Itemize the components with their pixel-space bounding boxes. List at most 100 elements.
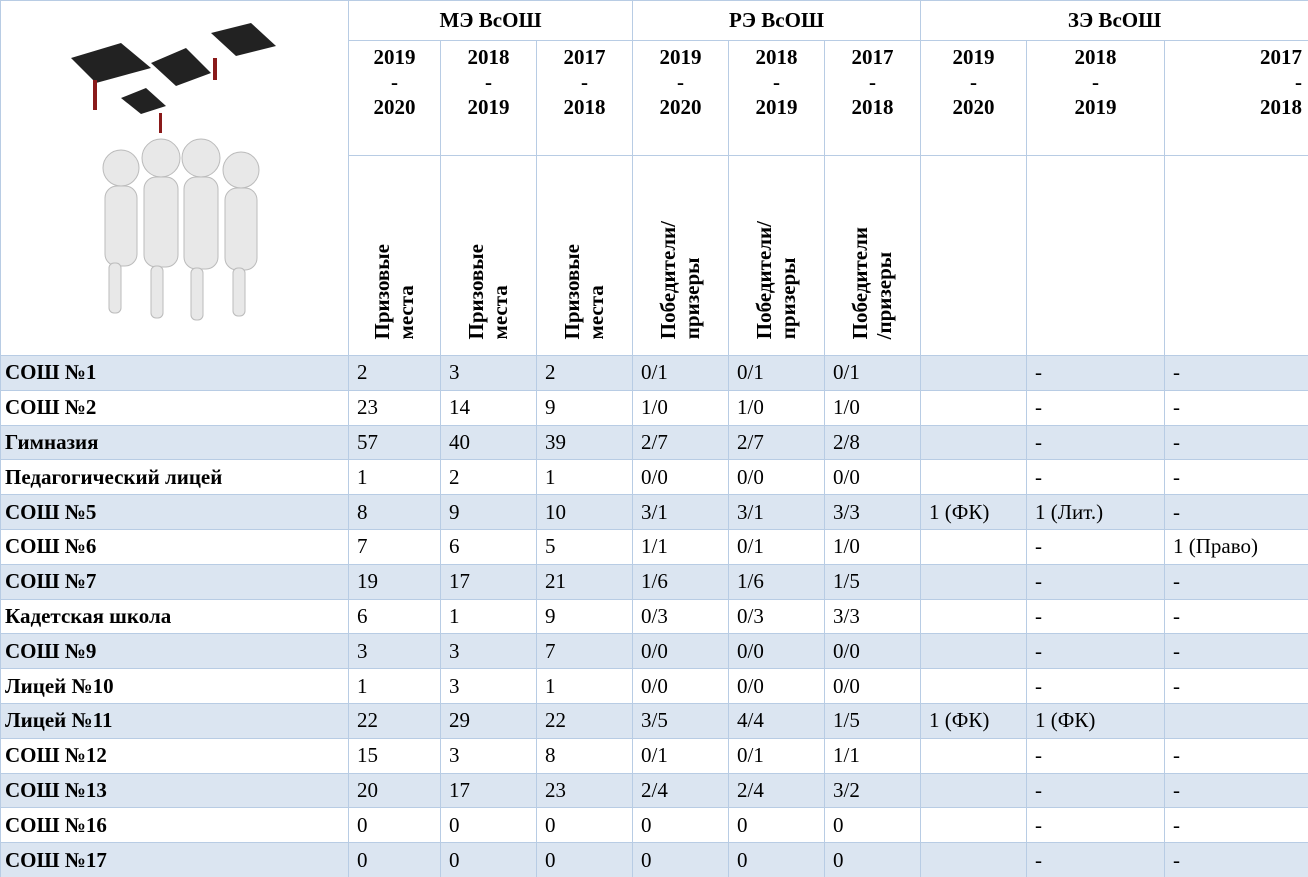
group-header: РЭ ВсОШ [632, 0, 922, 41]
data-cell: 1/1 [632, 528, 730, 565]
year-header: 2019 - 2020 [632, 40, 730, 156]
year-header: 2017 - 2018 [824, 40, 922, 156]
data-cell: - [1164, 494, 1308, 530]
data-cell: - [1164, 355, 1308, 391]
data-cell: 9 [535, 598, 634, 635]
graduates-illustration [71, 23, 276, 321]
data-cell: 3/1 [632, 494, 730, 530]
data-cell: 2/4 [728, 772, 826, 809]
data-cell: 6 [348, 598, 441, 635]
data-cell: 22 [348, 702, 441, 739]
subheader-cell: Призовые места [535, 155, 634, 356]
data-cell: 3 [440, 737, 537, 774]
data-cell: 0/1 [632, 737, 730, 774]
data-row: Лицей №11 22 29 22 3/5 4/4 1/5 1 (ФК) 1 (ФК) [0, 702, 1308, 739]
data-cell: 3 [348, 633, 441, 670]
data-cell: 8 [535, 737, 634, 774]
data-cell: - [1164, 772, 1308, 809]
data-row: Лицей №10 1 3 1 0/0 0/0 0/0- - [0, 668, 1308, 704]
data-cell: 0/0 [728, 668, 826, 704]
data-cell: 0/0 [728, 459, 826, 496]
year-header: 2017 - 2018 [535, 40, 634, 156]
data-cell: - [1164, 668, 1308, 704]
year-header: 2018 - 2019 [728, 40, 826, 156]
year-header: 2019 - 2020 [920, 40, 1028, 156]
data-row: СОШ №12 15 3 8 0/1 0/1 1/1- - [0, 737, 1308, 774]
data-cell: 1/5 [824, 563, 922, 600]
data-cell: 0/3 [728, 598, 826, 635]
school-name: СОШ №12 [0, 737, 349, 774]
data-cell: 17 [440, 563, 537, 600]
data-cell: 2/7 [728, 424, 826, 461]
data-cell: 0 [348, 842, 441, 877]
data-cell [920, 772, 1028, 809]
data-cell: 1 (Лит.) [1026, 494, 1166, 530]
data-cell: 3/3 [824, 598, 922, 635]
school-name: СОШ №9 [0, 633, 349, 670]
data-cell: 0/0 [632, 668, 730, 704]
data-row: СОШ №9 3 3 7 0/0 0/0 0/0- - [0, 633, 1308, 670]
subheader-cell [920, 155, 1028, 356]
data-cell: 3/2 [824, 772, 922, 809]
data-cell: - [1164, 598, 1308, 635]
data-cell: 1/6 [632, 563, 730, 600]
data-cell: 29 [440, 702, 537, 739]
subheader-cell [1026, 155, 1166, 356]
school-name: Педагогический лицей [0, 459, 349, 496]
subheader-text: Победители/ призеры [656, 220, 705, 339]
data-row: СОШ №2 23 14 9 1/0 1/0 1/0- - [0, 389, 1308, 426]
data-cell [920, 563, 1028, 600]
group-header: МЭ ВсОШ [347, 0, 634, 41]
data-cell: 3 [440, 355, 537, 391]
data-cell: 0/0 [728, 633, 826, 670]
data-cell: 3 [440, 668, 537, 704]
data-cell: 3/1 [728, 494, 826, 530]
data-cell: 0/1 [728, 737, 826, 774]
subheader-text: Победители /призеры [848, 226, 897, 339]
data-cell: 0/1 [824, 355, 922, 391]
school-name: Лицей №10 [0, 668, 349, 704]
data-row: СОШ №5 8 9 10 3/1 3/1 3/3 1 (ФК) 1 (Лит.) - [0, 494, 1308, 530]
data-cell: 2 [348, 355, 441, 391]
school-name: СОШ №17 [0, 842, 349, 877]
image-cell [0, 0, 349, 356]
data-cell: 10 [535, 494, 634, 530]
data-cell: 39 [535, 424, 634, 461]
data-cell: - [1164, 424, 1308, 461]
data-cell: 1/5 [824, 702, 922, 739]
data-cell: 19 [348, 563, 441, 600]
school-name: СОШ №7 [0, 563, 349, 600]
data-cell: - [1026, 563, 1166, 600]
data-cell: - [1026, 807, 1166, 844]
school-name: СОШ №13 [0, 772, 349, 809]
data-cell: - [1026, 772, 1166, 809]
data-row: СОШ №13 20 17 23 2/4 2/4 3/2- - [0, 772, 1308, 809]
data-cell: 2/7 [632, 424, 730, 461]
data-cell: 0 [632, 807, 730, 844]
data-cell: 17 [440, 772, 537, 809]
data-row: СОШ №7 19 17 21 1/6 1/6 1/5- - [0, 563, 1308, 600]
data-cell: 0 [728, 842, 826, 877]
data-cell: 3 [440, 633, 537, 670]
year-header: 2018 - 2019 [440, 40, 537, 156]
data-cell: 1/0 [632, 389, 730, 426]
data-cell: - [1164, 737, 1308, 774]
data-cell: 3/5 [632, 702, 730, 739]
data-cell: 9 [535, 389, 634, 426]
subheader-cell: Призовые места [440, 155, 537, 356]
data-cell: 1 [535, 459, 634, 496]
data-cell: 1/0 [824, 389, 922, 426]
data-cell: 1/0 [824, 528, 922, 565]
school-name: Кадетская школа [0, 598, 349, 635]
data-row: Гимназия 57 40 39 2/7 2/7 2/8- - [0, 424, 1308, 461]
data-cell: 1/0 [728, 389, 826, 426]
data-cell: - [1026, 459, 1166, 496]
data-cell: 8 [348, 494, 441, 530]
data-cell: 20 [348, 772, 441, 809]
data-row: Педагогический лицей 1 2 1 0/0 0/0 0/0- - [0, 459, 1308, 496]
header-row: 2019 - 2020 2018 - 2019 2017 - 2018 2019 - … [1, 40, 1308, 156]
data-cell: - [1026, 668, 1166, 704]
subheader-text: Призовые места [370, 243, 419, 339]
